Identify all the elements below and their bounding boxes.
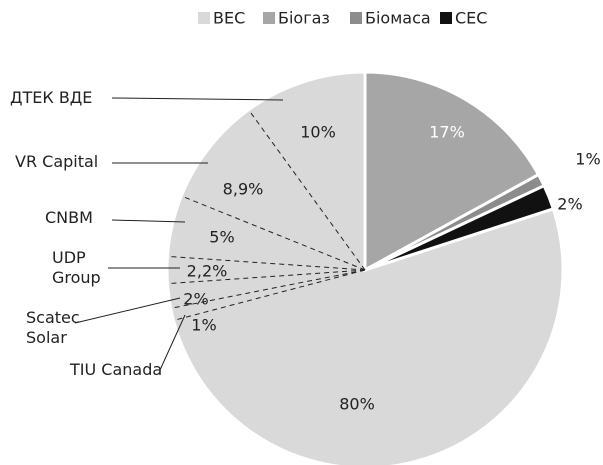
company-label: UDP Group <box>52 248 101 287</box>
legend-swatch <box>440 12 452 24</box>
legend-swatch <box>263 12 275 24</box>
breakdown-divider <box>181 195 366 271</box>
legend-label: Біогаз <box>278 9 330 28</box>
slice-label: 1% <box>575 150 600 169</box>
breakdown-divider <box>173 269 366 321</box>
pie-slice <box>364 183 556 272</box>
breakdown-divider <box>167 255 366 271</box>
pie-slice <box>165 70 565 465</box>
legend-label: СЕС <box>455 9 487 28</box>
slice-label: 17% <box>429 123 465 142</box>
legend-label: ВЕС <box>213 9 245 28</box>
breakdown-label: 1% <box>191 316 216 335</box>
legend-swatch <box>350 12 362 24</box>
breakdown-label: 2,2% <box>187 262 228 281</box>
leader-line <box>111 97 284 101</box>
breakdown-label: 10% <box>300 123 336 142</box>
pie-slice <box>363 70 541 273</box>
breakdown-divider <box>170 269 366 309</box>
company-label: ДТЕК ВДЕ <box>10 88 93 107</box>
breakdown-divider <box>167 269 366 285</box>
slice-label: 2% <box>557 195 582 214</box>
breakdown-label: 8,9% <box>223 180 264 199</box>
breakdown-label: 5% <box>209 228 234 247</box>
leader-line <box>111 219 186 223</box>
company-label: Scatec Solar <box>26 308 80 347</box>
slice-label: 80% <box>339 395 375 414</box>
breakdown-divider <box>248 109 366 271</box>
breakdown-label: 2% <box>183 290 208 309</box>
company-label: VR Capital <box>15 152 99 171</box>
leader-line <box>159 314 186 371</box>
company-label: CNBM <box>45 208 93 227</box>
legend-label: Біомаса <box>365 9 431 28</box>
leader-line <box>74 297 181 324</box>
legend-swatch <box>198 12 210 24</box>
company-label: TIU Canada <box>70 360 163 379</box>
